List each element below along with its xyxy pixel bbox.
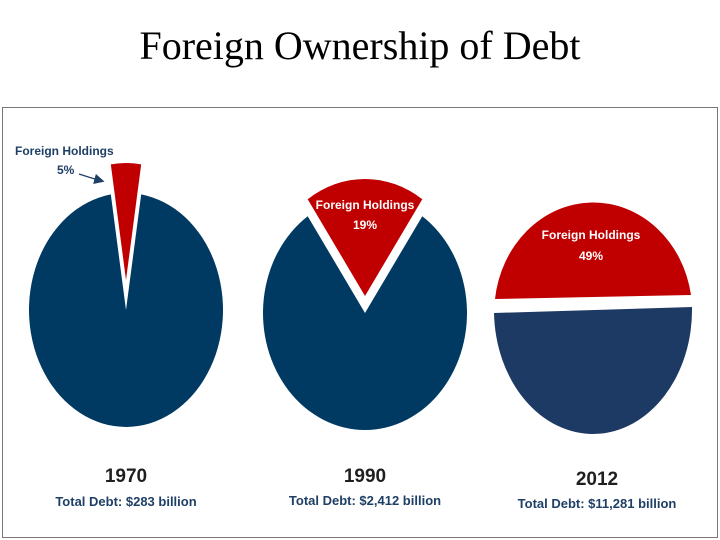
total-debt-2012: Total Debt: $11,281 billion [517, 496, 677, 511]
total-debt-1990: Total Debt: $2,412 billion [288, 493, 442, 508]
pie-charts: Foreign Holdings 5% Foreign Holdings 19%… [15, 144, 693, 434]
pie-1970: Foreign Holdings 5% [15, 144, 223, 427]
year-label-2012: 2012 [575, 469, 619, 490]
pie-1990: Foreign Holdings 19% [263, 178, 467, 430]
year-label-1970: 1970 [104, 466, 148, 487]
pie-2012: Foreign Holdings 49% [494, 202, 693, 434]
foreign-label-2012: Foreign Holdings [542, 228, 641, 242]
foreign-pct-2012: 49% [579, 249, 603, 263]
foreign-slice-1990 [307, 178, 423, 296]
foreign-pct-1990: 19% [353, 218, 377, 232]
domestic-slice-1970 [28, 194, 223, 427]
foreign-label-1970: Foreign Holdings [15, 144, 114, 158]
callout-arrow-1970 [78, 173, 105, 184]
foreign-label-1990: Foreign Holdings [316, 198, 415, 212]
foreign-slice-2012 [495, 202, 691, 299]
domestic-slice-2012 [494, 307, 693, 434]
foreign-pct-1970: 5% [57, 163, 75, 177]
slide-title: Foreign Ownership of Debt [139, 23, 581, 68]
total-debt-1970: Total Debt: $283 billion [55, 494, 197, 509]
year-label-1990: 1990 [343, 466, 387, 487]
domestic-slice-1990 [263, 216, 467, 430]
foreign-slice-1970 [110, 162, 142, 280]
chart-frame: Foreign Holdings 5% Foreign Holdings 19%… [2, 107, 718, 538]
